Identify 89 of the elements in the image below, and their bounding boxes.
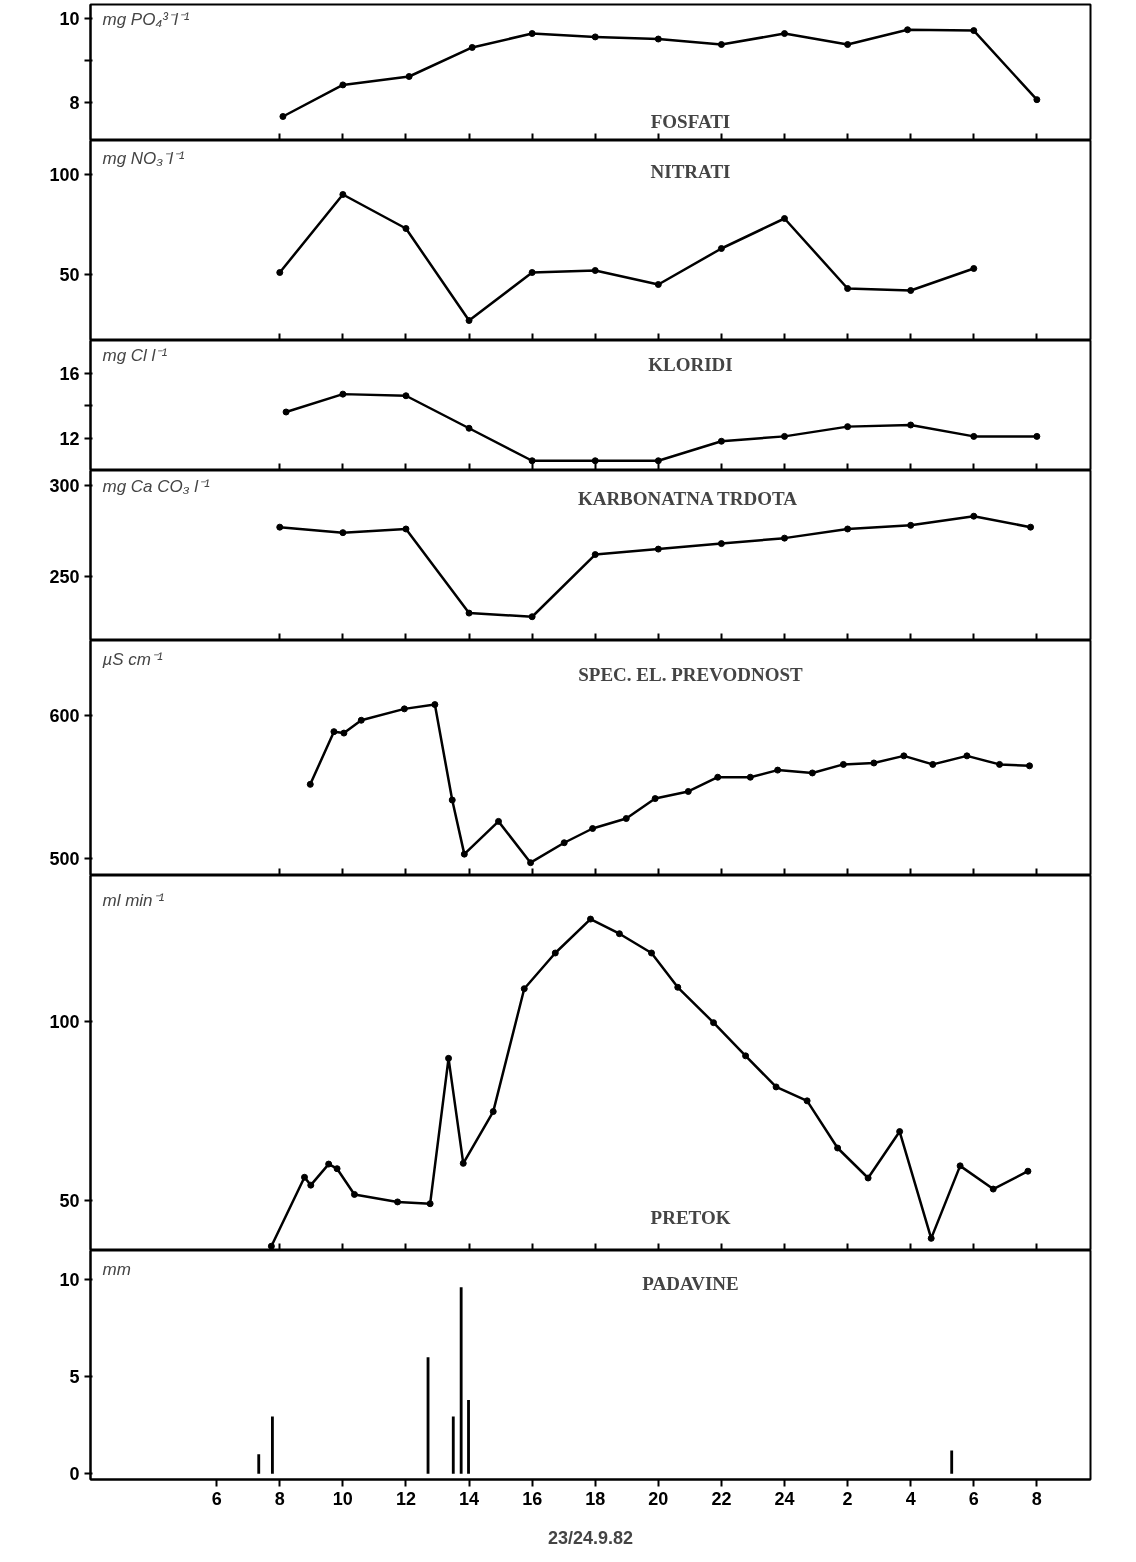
x-tick-label: 8 bbox=[274, 1488, 285, 1509]
y-tick-label: 0 bbox=[69, 1464, 80, 1485]
point bbox=[402, 225, 410, 232]
point bbox=[970, 432, 978, 440]
point bbox=[844, 525, 852, 533]
text: PRETOK bbox=[650, 1207, 731, 1228]
x-tick-label: 16 bbox=[522, 1488, 543, 1509]
point bbox=[970, 27, 978, 35]
point bbox=[844, 285, 852, 292]
x-tick-label: 6 bbox=[211, 1488, 222, 1509]
point bbox=[970, 265, 978, 272]
y-axis-title: ml min⁻¹ bbox=[102, 890, 165, 910]
text: KLORIDI bbox=[648, 353, 733, 375]
point bbox=[907, 521, 915, 529]
point bbox=[654, 35, 662, 43]
point bbox=[907, 287, 915, 294]
point bbox=[528, 30, 536, 38]
x-tick-label: 10 bbox=[332, 1488, 353, 1509]
point bbox=[717, 41, 725, 48]
x-tick-label: 2 bbox=[842, 1488, 853, 1509]
y-tick-label: 100 bbox=[49, 1012, 80, 1033]
point bbox=[844, 41, 852, 48]
point bbox=[1033, 432, 1041, 440]
x-tick-label: 6 bbox=[968, 1488, 979, 1509]
y-tick-label: 16 bbox=[59, 363, 80, 384]
point bbox=[528, 457, 536, 465]
point bbox=[402, 525, 410, 533]
point bbox=[339, 529, 347, 537]
point bbox=[654, 457, 662, 465]
text: KARBONATNA TRDOTA bbox=[577, 487, 798, 509]
text: FOSFATI bbox=[650, 111, 731, 133]
point bbox=[591, 33, 599, 41]
point bbox=[781, 534, 789, 542]
y-axis-title: mg Ca CO₃ l⁻¹ bbox=[102, 477, 211, 497]
point bbox=[717, 437, 725, 445]
point bbox=[654, 545, 662, 553]
y-tick-label: 8 bbox=[69, 93, 80, 114]
x-axis-title: 23/24.9.82 bbox=[547, 1527, 634, 1548]
x-tick-label: 18 bbox=[585, 1488, 606, 1509]
point bbox=[781, 30, 789, 38]
point bbox=[781, 215, 789, 222]
y-tick-label: 500 bbox=[49, 848, 80, 869]
text: NITRATI bbox=[650, 160, 731, 182]
x-tick-label: 24 bbox=[774, 1488, 795, 1509]
x-tick-label: 20 bbox=[648, 1488, 669, 1509]
x-tick-label: 8 bbox=[1031, 1488, 1042, 1509]
y-axis-title: mm bbox=[102, 1259, 131, 1279]
y-tick-label: 10 bbox=[59, 1270, 80, 1291]
point bbox=[591, 457, 599, 465]
point bbox=[339, 390, 347, 398]
point bbox=[970, 512, 978, 520]
point bbox=[781, 432, 789, 440]
text: PADAVINE bbox=[642, 1273, 739, 1295]
y-tick-label: 250 bbox=[49, 567, 80, 588]
point bbox=[276, 523, 284, 531]
point bbox=[402, 392, 410, 400]
point bbox=[717, 540, 725, 548]
y-tick-label: 50 bbox=[59, 265, 80, 285]
y-axis-title: mg NO₃⁻l⁻¹ bbox=[102, 148, 185, 168]
y-tick-label: 600 bbox=[49, 706, 80, 727]
y-tick-label: 12 bbox=[59, 428, 80, 449]
y-tick-label: 10 bbox=[59, 8, 80, 29]
y-tick-label: 300 bbox=[49, 475, 80, 496]
point bbox=[528, 269, 536, 276]
point bbox=[339, 81, 347, 89]
point bbox=[1033, 96, 1041, 104]
point bbox=[907, 421, 915, 429]
text: SPEC. EL. PREVODNOST bbox=[578, 664, 804, 685]
y-axis-title: mg Cl l⁻¹ bbox=[102, 345, 168, 365]
point bbox=[465, 424, 473, 432]
point bbox=[465, 317, 473, 324]
y-axis-title: µS cm⁻¹ bbox=[101, 649, 164, 669]
point bbox=[528, 613, 536, 621]
point bbox=[339, 191, 347, 198]
point bbox=[591, 267, 599, 274]
y-axis-title: mg PO₄³⁻l⁻¹ bbox=[102, 9, 190, 29]
x-tick-label: 12 bbox=[395, 1488, 416, 1509]
point bbox=[276, 269, 284, 276]
x-tick-label: 14 bbox=[459, 1488, 480, 1509]
point bbox=[844, 423, 852, 431]
point bbox=[654, 281, 662, 288]
y-tick-label: 50 bbox=[59, 1191, 80, 1211]
point bbox=[717, 245, 725, 252]
point bbox=[591, 551, 599, 559]
point bbox=[465, 609, 473, 617]
x-tick-label: 22 bbox=[711, 1488, 732, 1509]
y-tick-label: 5 bbox=[69, 1367, 80, 1388]
y-tick-label: 100 bbox=[49, 165, 80, 185]
x-tick-label: 4 bbox=[905, 1488, 916, 1509]
